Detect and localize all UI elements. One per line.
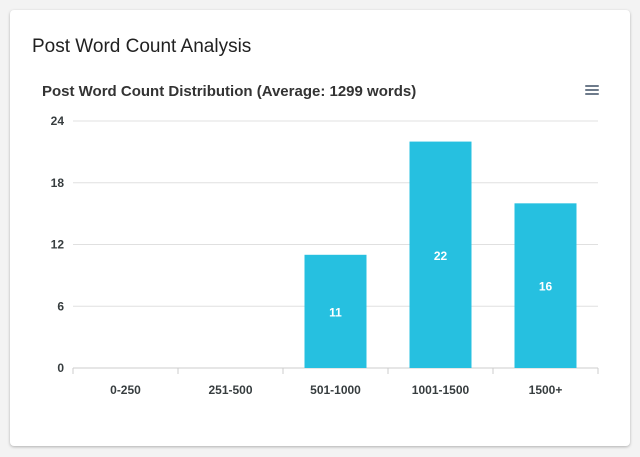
y-tick-label: 24 xyxy=(51,114,65,128)
x-tick-label: 1500+ xyxy=(529,383,563,397)
y-tick-label: 18 xyxy=(51,176,65,190)
y-tick-label: 12 xyxy=(51,238,65,252)
x-tick-label: 251-500 xyxy=(208,383,252,397)
menu-icon[interactable] xyxy=(582,80,602,100)
chart-title: Post Word Count Distribution (Average: 1… xyxy=(42,83,417,100)
chart-card: Post Word Count Analysis Post Word Count… xyxy=(10,10,630,446)
x-tick-label: 1001-1500 xyxy=(412,383,470,397)
bar xyxy=(409,141,472,368)
bar xyxy=(514,203,577,368)
data-label: 22 xyxy=(434,249,448,263)
y-tick-label: 6 xyxy=(57,299,64,313)
x-tick-label: 501-1000 xyxy=(310,383,361,397)
bar-chart: 0 6 12 18 24 0-250 251-500 11 501-1000 22 1001-150… xyxy=(51,114,599,397)
x-tick-label: 0-250 xyxy=(110,383,141,397)
data-label: 11 xyxy=(329,305,342,319)
data-label: 16 xyxy=(539,280,553,294)
y-tick-label: 0 xyxy=(57,361,64,375)
bar xyxy=(304,254,367,368)
card-title: Post Word Count Analysis xyxy=(32,36,252,57)
